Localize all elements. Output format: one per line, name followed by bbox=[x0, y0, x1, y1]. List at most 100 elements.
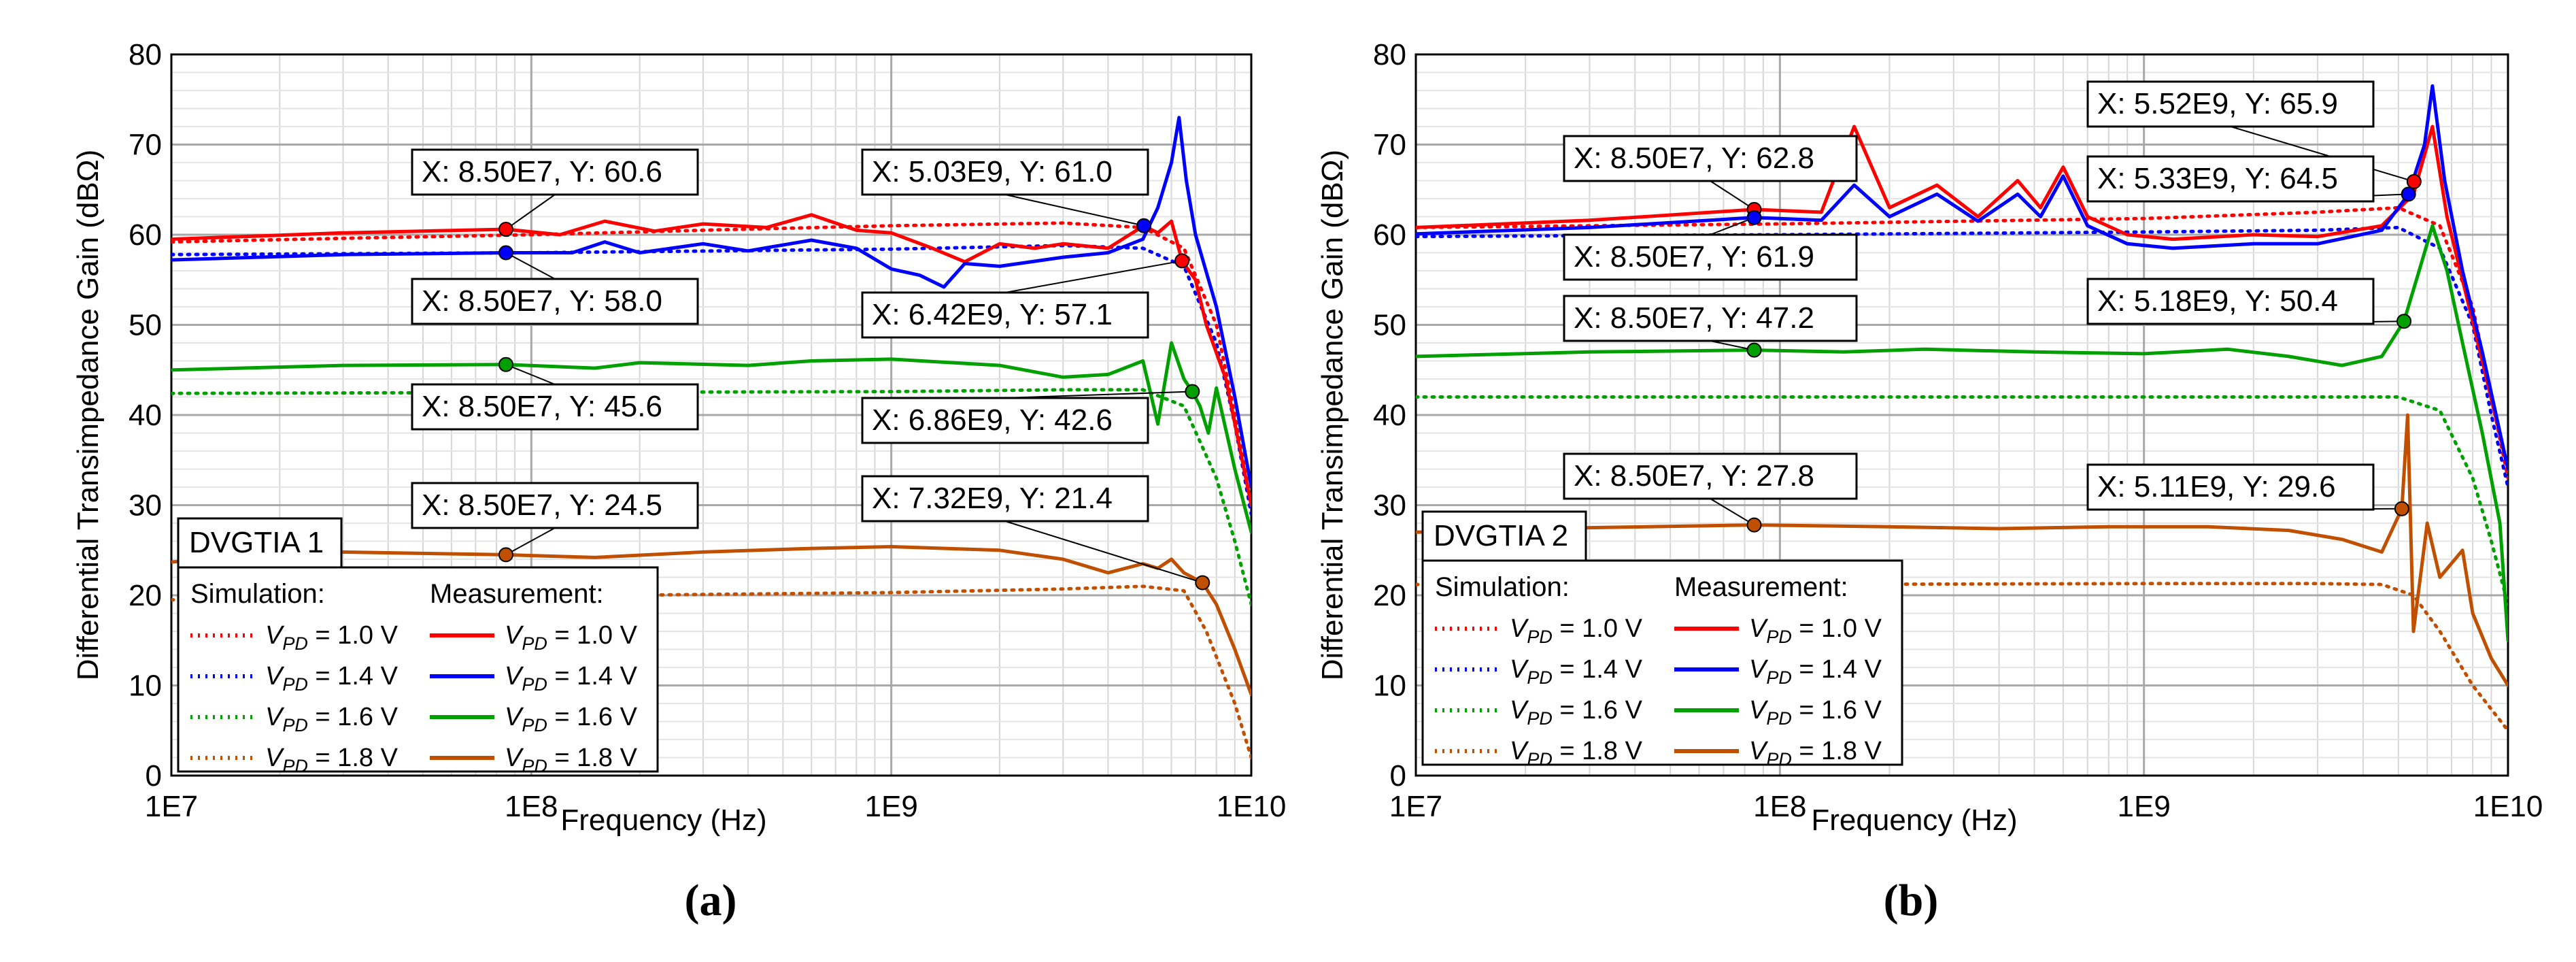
chart-a-legend-sub: PD bbox=[522, 756, 547, 776]
chart-b-annotation-text: X: 8.50E7, Y: 61.9 bbox=[1574, 240, 1814, 273]
chart-b-device-label: DVGTIA 2 bbox=[1434, 519, 1568, 552]
chart-b-legend-sub: PD bbox=[1527, 708, 1553, 729]
chart-b-legend-var: V bbox=[1510, 737, 1529, 765]
chart-b-y-tick-label: 40 bbox=[1373, 399, 1406, 432]
chart-b-legend-entry-label: VPD = 1.0 V bbox=[1510, 614, 1643, 647]
chart-a-annotation-text: X: 8.50E7, Y: 24.5 bbox=[422, 488, 662, 522]
chart-b-legend-value: = 1.8 V bbox=[1792, 737, 1882, 765]
chart-b-series-line-3 bbox=[1416, 582, 2508, 733]
chart-a-legend-sub: PD bbox=[282, 633, 308, 654]
chart-b-subfigure-label: (b) bbox=[1884, 876, 1939, 925]
chart-a-annotation-box bbox=[411, 482, 699, 529]
chart-b-series-line-7 bbox=[1416, 413, 2508, 687]
chart-b-legend-sub: PD bbox=[1766, 749, 1792, 769]
chart-a-annotation-leader bbox=[505, 194, 556, 230]
chart-a-legend-value: = 1.0 V bbox=[308, 621, 399, 650]
chart-a-legend-var: V bbox=[505, 621, 524, 650]
chart-a-data-marker bbox=[498, 547, 513, 563]
chart-b-x-tick-label: 1E8 bbox=[1753, 790, 1806, 823]
chart-b-legend-var: V bbox=[1749, 737, 1769, 765]
chart-a-y-tick-label: 70 bbox=[129, 129, 162, 162]
chart-a-annotation-box bbox=[861, 397, 1149, 444]
chart-a-data-marker bbox=[498, 222, 513, 237]
chart-a-y-tick-label: 80 bbox=[129, 38, 162, 71]
chart-a-legend-sub: PD bbox=[282, 674, 308, 695]
chart-b-data-marker bbox=[1746, 210, 1762, 225]
chart-b-legend-sub: PD bbox=[1766, 708, 1792, 729]
chart-b-legend-entry-label: VPD = 1.6 V bbox=[1749, 696, 1882, 729]
chart-b-legend-var: V bbox=[1749, 655, 1769, 684]
chart-a-data-marker bbox=[498, 245, 513, 261]
chart-a-x-tick-label: 1E9 bbox=[865, 790, 918, 823]
chart-a-data-marker bbox=[1174, 253, 1190, 269]
chart-a-y-tick-label: 0 bbox=[146, 759, 162, 793]
chart-a-y-tick-label: 20 bbox=[129, 579, 162, 612]
chart-a-annotation-leader bbox=[1004, 391, 1193, 399]
chart-b-y-tick-label: 80 bbox=[1373, 38, 1406, 71]
chart-a-annotation-leader bbox=[505, 363, 556, 385]
chart-a-annotation-leader bbox=[505, 252, 556, 280]
chart-b-y-tick-label: 20 bbox=[1373, 579, 1406, 612]
chart-a-data-marker bbox=[1185, 384, 1200, 399]
chart-a-x-tick-label: 1E10 bbox=[1217, 790, 1287, 823]
chart-b-annotation-text: X: 8.50E7, Y: 62.8 bbox=[1574, 142, 1814, 175]
chart-a-data-marker bbox=[498, 356, 513, 372]
chart-b-legend-var: V bbox=[1749, 614, 1769, 643]
chart-b-x-tick-label: 1E7 bbox=[1389, 790, 1442, 823]
chart-a-data-marker bbox=[1195, 575, 1210, 591]
chart-b-annotation-leader bbox=[1710, 180, 1755, 210]
chart-a-annotation-box bbox=[861, 291, 1149, 339]
chart-b-annotation-text: X: 8.50E7, Y: 47.2 bbox=[1574, 301, 1814, 335]
chart-b-legend-entry-label: VPD = 1.8 V bbox=[1749, 737, 1882, 769]
chart-b-legend-sub: PD bbox=[1766, 627, 1792, 647]
chart-a-annotation-leader bbox=[1004, 194, 1145, 227]
chart-b-legend-var: V bbox=[1749, 696, 1769, 725]
chart-b-annotation-leader bbox=[1710, 216, 1755, 235]
chart-b-annotation-box bbox=[2086, 278, 2375, 325]
chart-a-y-tick-label: 40 bbox=[129, 399, 162, 432]
chart-a-legend-var: V bbox=[505, 662, 524, 691]
chart-a-legend-sub: PD bbox=[522, 633, 547, 654]
chart-b-legend-simulation-title: Simulation: bbox=[1435, 572, 1570, 602]
chart-a-legend-var: V bbox=[265, 662, 285, 691]
chart-a-legend-var: V bbox=[505, 703, 524, 731]
chart-a-legend-value: = 1.0 V bbox=[547, 621, 638, 650]
chart-b-legend-entry-label: VPD = 1.4 V bbox=[1510, 655, 1643, 688]
chart-b-annotation-leader bbox=[2230, 126, 2415, 182]
chart-a-legend-value: = 1.6 V bbox=[547, 703, 638, 731]
chart-b-legend-value: = 1.8 V bbox=[1553, 737, 1643, 765]
chart-b-annotation-box bbox=[2086, 80, 2375, 128]
chart-a-legend-entry-label: VPD = 1.8 V bbox=[265, 744, 399, 776]
chart-a-x-axis-label: Frequency (Hz) bbox=[560, 803, 766, 837]
chart-a-legend-var: V bbox=[265, 703, 285, 731]
chart-a-legend-var: V bbox=[505, 744, 524, 772]
chart-b-annotation-text: X: 5.18E9, Y: 50.4 bbox=[2097, 284, 2338, 318]
chart-b-x-axis-label: Frequency (Hz) bbox=[1811, 803, 2017, 837]
chart-b-data-marker bbox=[2396, 314, 2412, 329]
chart-b-legend-sub: PD bbox=[1527, 627, 1553, 647]
chart-a-annotation-text: X: 6.86E9, Y: 42.6 bbox=[872, 403, 1113, 437]
chart-b-legend-value: = 1.0 V bbox=[1553, 614, 1643, 643]
chart-b-y-tick-label: 50 bbox=[1373, 309, 1406, 342]
chart-b-legend-entry-label: VPD = 1.6 V bbox=[1510, 696, 1643, 729]
chart-a-device-label-box bbox=[177, 517, 343, 569]
chart-b-annotation-box bbox=[1563, 135, 1858, 182]
chart-a-annotation-leader bbox=[505, 527, 556, 556]
chart-a-y-tick-label: 10 bbox=[129, 669, 162, 703]
chart-a-series-line-5 bbox=[171, 116, 1251, 489]
chart-a-legend-entry-label: VPD = 1.4 V bbox=[505, 662, 638, 695]
chart-a-device-label: DVGTIA 1 bbox=[189, 526, 324, 559]
chart-b-annotation-box bbox=[1563, 295, 1858, 342]
chart-b-legend-value: = 1.4 V bbox=[1792, 655, 1882, 684]
chart-a-series-line-6 bbox=[171, 341, 1251, 534]
chart-b-legend-sub: PD bbox=[1766, 667, 1792, 688]
chart-b-legend-var: V bbox=[1510, 614, 1529, 643]
chart-a-annotation-text: X: 6.42E9, Y: 57.1 bbox=[872, 298, 1113, 331]
chart-b-y-tick-label: 10 bbox=[1373, 669, 1406, 703]
chart-a-axes-frame bbox=[170, 53, 1253, 777]
chart-a-legend-entry-label: VPD = 1.8 V bbox=[505, 744, 638, 776]
chart-a-annotation-leader bbox=[1004, 520, 1203, 584]
chart-b-series-group bbox=[1416, 84, 2508, 733]
chart-b-y-tick-label: 70 bbox=[1373, 129, 1406, 162]
